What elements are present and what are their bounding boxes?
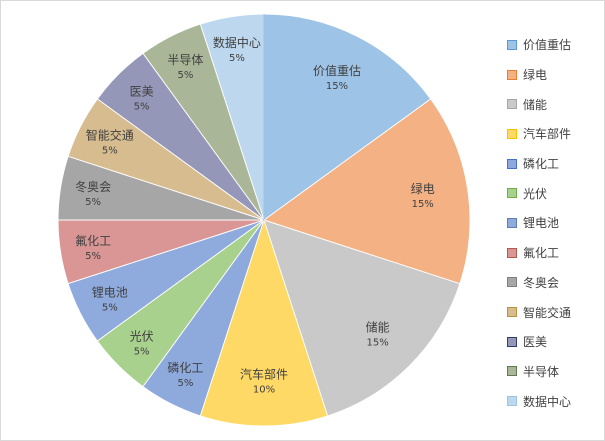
slice-label: 价值重估 bbox=[313, 63, 361, 78]
slice-label: 光伏 bbox=[130, 329, 154, 343]
legend-label: 储能 bbox=[523, 97, 548, 112]
legend-label: 半导体 bbox=[523, 364, 560, 379]
slice-value-label: 15% bbox=[326, 81, 348, 92]
legend-swatch bbox=[507, 247, 517, 258]
legend-swatch bbox=[507, 336, 517, 347]
slice-value-label: 5% bbox=[178, 378, 194, 389]
legend-item: 锂电池 bbox=[507, 208, 603, 238]
slice-value-label: 15% bbox=[412, 199, 434, 210]
slice-value-label: 5% bbox=[102, 145, 118, 156]
legend-item: 半导体 bbox=[507, 357, 603, 387]
legend-swatch bbox=[507, 128, 517, 139]
slice-value-label: 5% bbox=[229, 53, 245, 64]
legend-item: 智能交通 bbox=[507, 297, 603, 327]
legend-swatch bbox=[507, 307, 517, 318]
slice-value-label: 10% bbox=[253, 385, 275, 396]
legend: 价值重估绿电储能汽车部件磷化工光伏锂电池氟化工冬奥会智能交通医美半导体数据中心 bbox=[507, 30, 603, 416]
legend-label: 磷化工 bbox=[523, 157, 560, 172]
slice-label: 储能 bbox=[366, 320, 390, 335]
legend-item: 医美 bbox=[507, 327, 603, 357]
legend-swatch bbox=[507, 39, 517, 50]
slice-value-label: 15% bbox=[367, 338, 389, 349]
pie-slice-1 bbox=[263, 13, 432, 221]
slice-value-label: 5% bbox=[85, 251, 101, 262]
pie-slice-3 bbox=[263, 219, 461, 417]
legend-label: 光伏 bbox=[523, 186, 548, 201]
slice-label: 锂电池 bbox=[92, 285, 128, 300]
legend-swatch bbox=[507, 396, 517, 407]
legend-swatch bbox=[507, 277, 517, 288]
legend-item: 氟化工 bbox=[507, 238, 603, 268]
slice-value-label: 5% bbox=[134, 102, 150, 113]
legend-label: 锂电池 bbox=[523, 216, 560, 231]
legend-label: 数据中心 bbox=[523, 394, 572, 409]
slice-value-label: 5% bbox=[134, 346, 150, 357]
legend-item: 绿电 bbox=[507, 60, 603, 90]
slice-label: 智能交通 bbox=[86, 127, 134, 142]
slice-label: 数据中心 bbox=[213, 35, 261, 50]
slice-value-label: 5% bbox=[178, 70, 194, 81]
legend-label: 智能交通 bbox=[523, 305, 572, 320]
slice-label: 氟化工 bbox=[75, 234, 111, 248]
legend-swatch bbox=[507, 366, 517, 377]
slice-label: 绿电 bbox=[411, 181, 435, 196]
slice-label: 磷化工 bbox=[167, 360, 203, 375]
legend-label: 绿电 bbox=[523, 68, 548, 83]
pie-slice-2 bbox=[262, 98, 471, 285]
slice-value-label: 5% bbox=[102, 303, 118, 314]
legend-item: 光伏 bbox=[507, 178, 603, 208]
legend-label: 汽车部件 bbox=[523, 127, 572, 142]
legend-swatch bbox=[507, 217, 517, 228]
legend-item: 磷化工 bbox=[507, 149, 603, 179]
slice-label: 半导体 bbox=[167, 53, 203, 67]
legend-item: 汽车部件 bbox=[507, 119, 603, 149]
legend-label: 价值重估 bbox=[523, 38, 572, 53]
legend-label: 氟化工 bbox=[523, 246, 560, 261]
legend-swatch bbox=[507, 99, 517, 110]
slice-label: 冬奥会 bbox=[75, 179, 111, 194]
legend-swatch bbox=[507, 158, 517, 169]
slice-label: 汽车部件 bbox=[240, 367, 288, 382]
slice-label: 医美 bbox=[130, 85, 154, 99]
legend-item: 数据中心 bbox=[507, 386, 603, 416]
legend-label: 医美 bbox=[523, 335, 548, 350]
pie-slice-4 bbox=[199, 218, 329, 427]
legend-item: 价值重估 bbox=[507, 30, 603, 60]
legend-label: 冬奥会 bbox=[523, 275, 560, 290]
legend-swatch bbox=[507, 69, 517, 80]
legend-item: 冬奥会 bbox=[507, 268, 603, 298]
slice-value-label: 5% bbox=[85, 197, 101, 208]
legend-swatch bbox=[507, 188, 517, 199]
legend-item: 储能 bbox=[507, 89, 603, 119]
